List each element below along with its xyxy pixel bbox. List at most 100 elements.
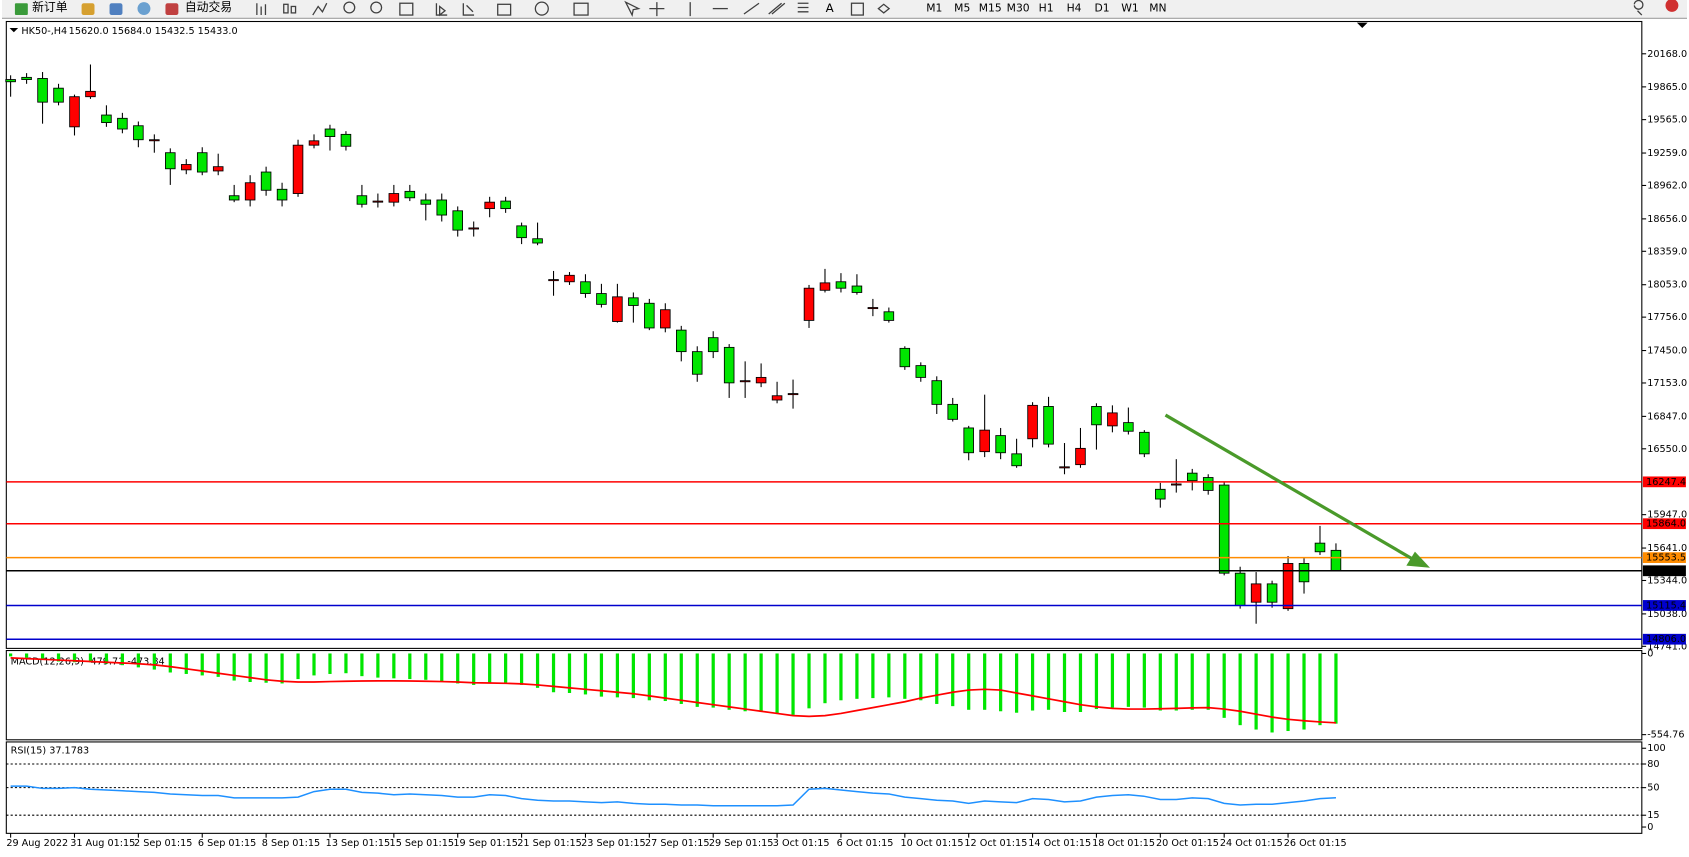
y-tick-label: 14741.0 [1647, 641, 1687, 652]
macd-bar [519, 653, 524, 685]
templates-icon[interactable] [573, 2, 589, 16]
candle-body [564, 274, 575, 283]
x-tick-label: 23 Sep 01:15 [581, 838, 645, 849]
candle-body [1266, 583, 1278, 603]
candle-body [165, 152, 176, 170]
candle-body [356, 195, 368, 205]
new-order-icon[interactable] [14, 3, 28, 16]
macd-bar [1270, 653, 1274, 733]
candle-body [484, 201, 495, 210]
candle-body [899, 347, 911, 368]
line-chart-icon[interactable] [312, 2, 328, 16]
macd-bar [216, 653, 220, 677]
x-tick-label: 6 Sep 01:15 [198, 838, 256, 849]
candle-body [931, 380, 943, 405]
x-tick-label: 2 Sep 01:15 [134, 838, 192, 849]
icon[interactable] [81, 3, 95, 16]
timeframe-button[interactable]: MN [1149, 2, 1166, 15]
indicators-icon[interactable] [497, 3, 512, 16]
icon[interactable] [137, 2, 151, 16]
candle-body [995, 435, 1006, 454]
timeframe-button[interactable]: M5 [954, 2, 970, 15]
y-tick-label: 100 [1647, 743, 1665, 754]
zoom-out-icon[interactable] [370, 1, 383, 14]
candle-body [1218, 484, 1230, 574]
text-tool[interactable]: A [826, 1, 834, 15]
timeframe-button[interactable]: W1 [1121, 2, 1138, 15]
auto-trading-icon[interactable] [165, 3, 179, 16]
fibo-icon[interactable] [797, 2, 809, 13]
y-tick-label: 15641.0 [1647, 543, 1687, 554]
label-icon[interactable] [850, 2, 864, 16]
zoom-in-icon[interactable] [343, 1, 356, 14]
timeframe-button[interactable]: M1 [926, 2, 942, 15]
macd-bar [823, 653, 827, 704]
trend-arrow[interactable] [1164, 413, 1414, 561]
macd-bar [1062, 653, 1067, 712]
x-tick-label: 10 Oct 01:15 [901, 838, 964, 849]
macd-bar [663, 653, 667, 702]
channel-icon[interactable] [768, 2, 786, 15]
search-icon[interactable] [1633, 0, 1644, 16]
y-tick-label: 80 [1647, 759, 1659, 770]
timeframe-button[interactable]: H4 [1067, 2, 1082, 15]
shapes-icon[interactable] [877, 3, 891, 14]
crosshair-icon[interactable] [649, 2, 665, 17]
macd-bar [408, 653, 412, 680]
timeframe-button[interactable]: H1 [1039, 2, 1054, 15]
y-tick-label: 17450.0 [1647, 346, 1687, 357]
candle-body [1314, 542, 1326, 553]
candle-body [180, 164, 192, 171]
bar-chart-icon[interactable] [256, 3, 267, 16]
candle-body [660, 309, 671, 329]
x-tick-label: 29 Aug 2022 [6, 838, 68, 849]
timeframe-button[interactable]: D1 [1094, 2, 1109, 15]
x-tick-label: 8 Sep 01:15 [262, 838, 320, 849]
macd-bar [839, 653, 843, 701]
y-tick-label: 17756.0 [1647, 312, 1687, 323]
macd-bar [1222, 653, 1226, 718]
icon[interactable] [109, 3, 123, 16]
candle-body [436, 199, 448, 216]
chart-menu-arrow[interactable] [9, 27, 19, 33]
candle-chart-icon[interactable] [290, 5, 297, 14]
tile-icon[interactable] [399, 2, 414, 16]
macd-bar [9, 653, 13, 657]
macd-bar [871, 653, 875, 699]
y-tick-label: 0 [1647, 822, 1653, 833]
candle-body [212, 166, 224, 172]
candle-body [420, 199, 432, 205]
macd-bar [376, 653, 380, 678]
cursor-icon[interactable] [624, 0, 641, 18]
macd-bar [168, 653, 172, 673]
candle-body [723, 346, 735, 384]
macd-bar [567, 653, 572, 693]
auto-trading-button[interactable]: 自动交易 [185, 0, 232, 14]
trendline-icon[interactable] [743, 2, 760, 15]
macd-bar [488, 653, 492, 684]
macd-bar [1254, 653, 1258, 730]
candle-body [244, 182, 256, 201]
shift-marker [1356, 22, 1368, 28]
candle-body [1091, 406, 1102, 426]
notification-icon[interactable] [1665, 0, 1679, 12]
timeframe-button[interactable]: M30 [1007, 2, 1030, 15]
macd-bar [1286, 653, 1290, 732]
periods-icon[interactable] [534, 1, 549, 16]
candle-body [1171, 483, 1182, 486]
macd-bar [392, 653, 396, 679]
candle-chart-icon[interactable] [283, 3, 289, 14]
scroll-icon[interactable] [435, 3, 448, 17]
autoscroll-icon[interactable] [462, 3, 475, 16]
level-label: 15864.0 [1646, 519, 1686, 530]
x-tick-label: 6 Oct 01:15 [837, 838, 894, 849]
timeframe-button[interactable]: M15 [979, 2, 1002, 15]
macd-bar [999, 653, 1003, 712]
trend-arrow-head[interactable] [1406, 551, 1430, 568]
candle-body [771, 395, 783, 401]
y-tick-label: 18053.0 [1647, 280, 1687, 291]
macd-panel [5, 650, 1643, 741]
y-tick-label: 0 [1647, 648, 1653, 659]
new-order-button[interactable]: 新订单 [32, 0, 68, 14]
